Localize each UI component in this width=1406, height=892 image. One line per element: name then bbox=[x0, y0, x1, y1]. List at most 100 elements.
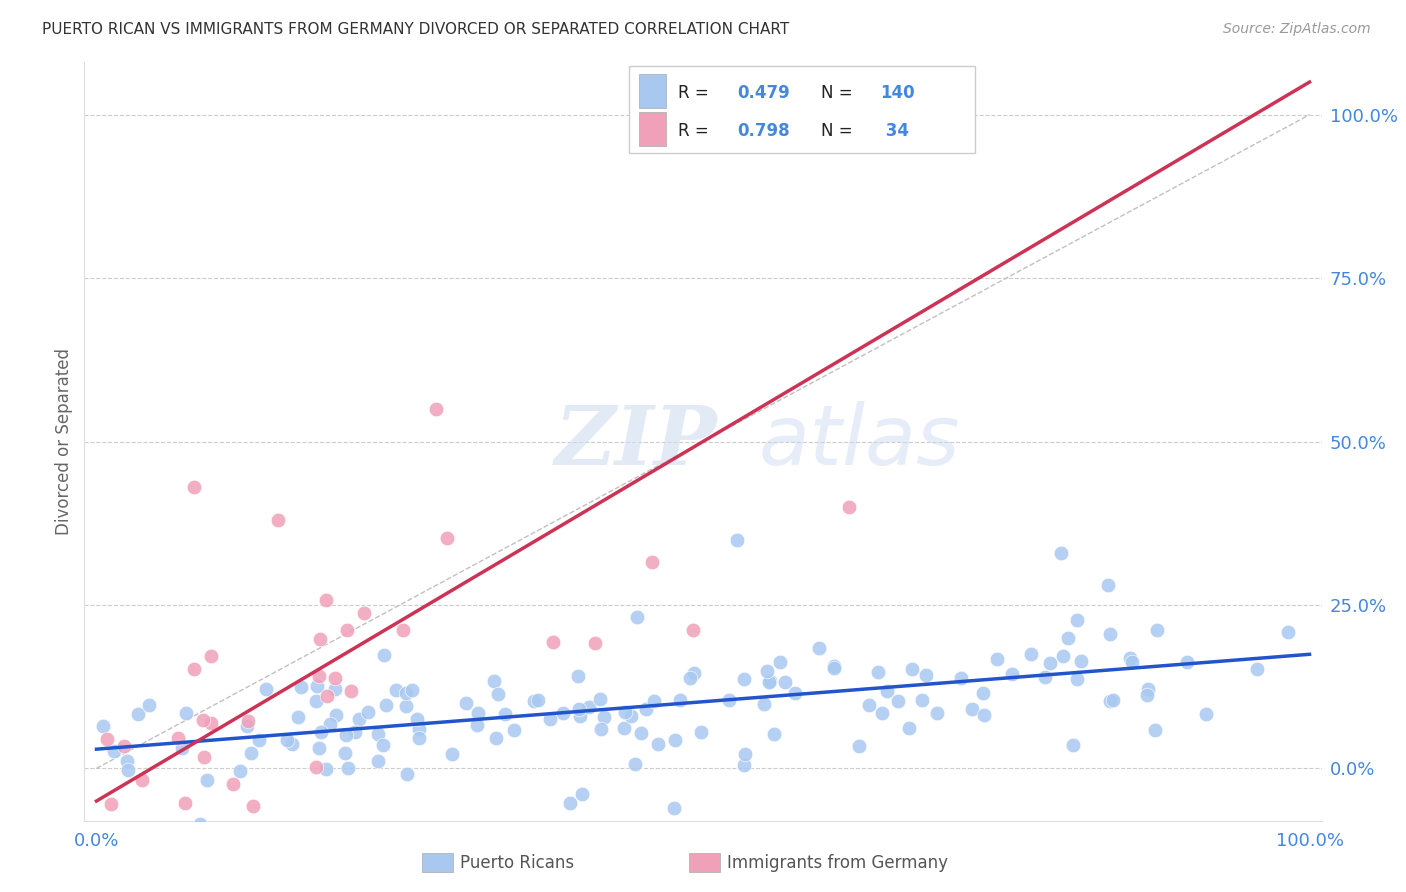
Point bbox=[1146, 623, 1168, 637]
Point bbox=[117, 763, 139, 777]
Point bbox=[647, 738, 669, 752]
Point bbox=[538, 712, 561, 726]
Text: 0.479: 0.479 bbox=[738, 84, 790, 102]
Point bbox=[733, 758, 755, 772]
Text: 140: 140 bbox=[880, 84, 914, 102]
Point bbox=[620, 709, 643, 723]
Point bbox=[664, 733, 686, 747]
Point bbox=[1062, 738, 1084, 752]
Point bbox=[858, 698, 880, 712]
Text: N =: N = bbox=[821, 84, 858, 102]
Point bbox=[578, 700, 600, 714]
Point bbox=[287, 710, 309, 724]
Point bbox=[170, 740, 193, 755]
Point bbox=[100, 797, 122, 812]
Point bbox=[308, 668, 330, 682]
Point bbox=[408, 731, 430, 745]
Bar bbox=[638, 112, 666, 145]
Point bbox=[467, 706, 489, 720]
Bar bbox=[638, 74, 666, 108]
Point bbox=[925, 706, 948, 720]
Point bbox=[911, 692, 934, 706]
Point bbox=[876, 684, 898, 698]
Point bbox=[349, 712, 371, 726]
Point bbox=[456, 696, 478, 710]
Point bbox=[785, 686, 807, 700]
Point bbox=[1050, 546, 1073, 560]
Point bbox=[305, 760, 328, 774]
Point bbox=[823, 658, 845, 673]
Point bbox=[339, 684, 361, 698]
Point bbox=[323, 682, 346, 697]
Point bbox=[239, 747, 262, 761]
Text: R =: R = bbox=[678, 121, 714, 140]
Point bbox=[1195, 706, 1218, 721]
Point bbox=[200, 649, 222, 664]
Point bbox=[440, 747, 463, 762]
Text: ZIP: ZIP bbox=[554, 401, 717, 482]
Point bbox=[567, 669, 589, 683]
Point bbox=[127, 706, 149, 721]
Point bbox=[1121, 655, 1143, 669]
Point bbox=[308, 740, 330, 755]
Point bbox=[485, 731, 508, 746]
Point bbox=[1066, 613, 1088, 627]
Text: Puerto Ricans: Puerto Ricans bbox=[460, 854, 574, 871]
Point bbox=[1098, 694, 1121, 708]
Point bbox=[915, 668, 938, 682]
Point bbox=[1039, 657, 1062, 671]
Point bbox=[1246, 662, 1268, 676]
Point bbox=[373, 648, 395, 662]
FancyBboxPatch shape bbox=[628, 66, 976, 153]
Point bbox=[1119, 651, 1142, 665]
Point bbox=[823, 661, 845, 675]
Point bbox=[898, 722, 921, 736]
Text: Source: ZipAtlas.com: Source: ZipAtlas.com bbox=[1223, 22, 1371, 37]
Point bbox=[276, 733, 298, 747]
Point bbox=[391, 623, 413, 637]
Point bbox=[254, 681, 277, 696]
Point bbox=[568, 709, 591, 723]
Point bbox=[613, 721, 636, 735]
Point bbox=[395, 686, 418, 700]
Point bbox=[174, 797, 197, 811]
Point bbox=[669, 693, 692, 707]
Point bbox=[396, 766, 419, 780]
Point bbox=[193, 750, 215, 764]
Point bbox=[315, 689, 337, 703]
Point bbox=[290, 680, 312, 694]
Point bbox=[973, 708, 995, 723]
Point bbox=[394, 699, 416, 714]
Point bbox=[1056, 632, 1078, 646]
Point bbox=[494, 706, 516, 721]
Point bbox=[901, 662, 924, 676]
Point bbox=[367, 754, 389, 768]
Point bbox=[636, 702, 658, 716]
Point bbox=[1001, 667, 1024, 681]
Text: 34: 34 bbox=[880, 121, 908, 140]
Point bbox=[775, 674, 797, 689]
Point bbox=[436, 531, 458, 545]
Point bbox=[247, 733, 270, 747]
Point bbox=[986, 652, 1008, 666]
Point bbox=[1137, 682, 1160, 697]
Point bbox=[662, 800, 685, 814]
Point bbox=[315, 593, 337, 607]
Point bbox=[353, 606, 375, 620]
Point bbox=[174, 706, 197, 721]
Point bbox=[305, 694, 328, 708]
Point bbox=[734, 747, 756, 762]
Point bbox=[763, 727, 786, 741]
Point bbox=[972, 686, 994, 700]
Point bbox=[1097, 578, 1119, 592]
Point bbox=[343, 725, 366, 739]
Point bbox=[374, 698, 396, 712]
Point bbox=[568, 702, 591, 716]
Point bbox=[623, 756, 645, 771]
Point bbox=[195, 773, 218, 788]
Point bbox=[183, 480, 205, 494]
Point bbox=[486, 687, 509, 701]
Point bbox=[1070, 654, 1092, 668]
Point bbox=[371, 738, 394, 752]
Point bbox=[183, 662, 205, 676]
